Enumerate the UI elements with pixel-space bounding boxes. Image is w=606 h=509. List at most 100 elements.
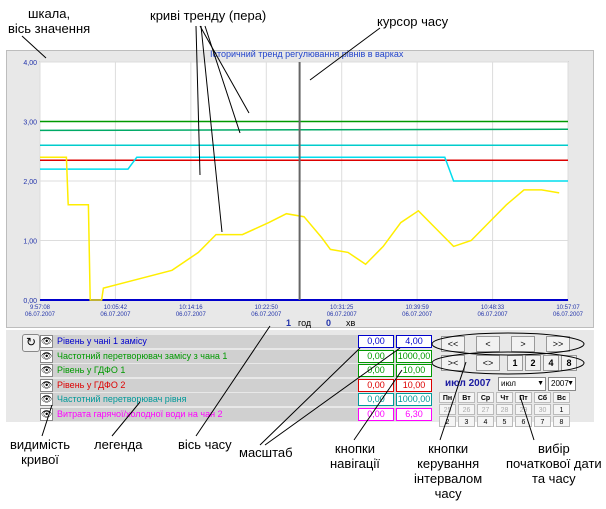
x-tick-time: 10:48:33 bbox=[481, 305, 505, 311]
y-tick-label: 3,00 bbox=[23, 120, 37, 127]
legend-label: Частотний перетворювач замісу з чана 1 bbox=[57, 350, 227, 363]
eye-icon[interactable]: 👁 bbox=[40, 408, 53, 421]
scale-max-field[interactable]: 1000,00 bbox=[396, 350, 432, 363]
legend-row[interactable]: 👁 Витрата гарячої/холодної води на чан 2 0… bbox=[40, 408, 430, 421]
calendar-day-header: Чт bbox=[496, 392, 513, 403]
month-select-value: июл bbox=[499, 379, 516, 388]
calendar-day[interactable]: 27 bbox=[477, 404, 494, 415]
scale-max-field[interactable]: 4,00 bbox=[396, 335, 432, 348]
x-tick-time: 9:57:08 bbox=[30, 305, 51, 311]
scale-max-field[interactable]: 10,00 bbox=[396, 364, 432, 377]
calendar-title: июл 2007 bbox=[445, 378, 491, 389]
calendar-day[interactable]: 28 bbox=[496, 404, 513, 415]
x-tick-date: 06.07.2007 bbox=[478, 312, 509, 318]
interval-2-button[interactable]: 2 bbox=[525, 355, 541, 371]
legend-row[interactable]: 👁 Рівень у ГДФО 2 0,00 10,00 bbox=[40, 379, 430, 392]
interval-shrink-button[interactable]: >< bbox=[441, 355, 465, 371]
legend-row[interactable]: 👁 Частотний перетворювач замісу з чана 1 0… bbox=[40, 350, 430, 363]
nav-last-button[interactable]: >> bbox=[546, 336, 570, 352]
x-tick-time: 10:22:50 bbox=[255, 305, 279, 311]
month-select[interactable]: июл ▼ bbox=[498, 377, 546, 391]
legend-label: Частотний перетворювач рівня bbox=[57, 393, 186, 406]
calendar-day[interactable]: 26 bbox=[458, 404, 475, 415]
x-tick-date: 06.07.2007 bbox=[25, 312, 56, 318]
refresh-icon: ↻ bbox=[26, 335, 36, 349]
year-select-value: 2007 bbox=[549, 379, 569, 388]
scale-max-field[interactable]: 6,30 bbox=[396, 408, 432, 421]
legend-label: Рівень у ГДФО 1 bbox=[57, 364, 125, 377]
scale-min-field[interactable]: 0,00 bbox=[358, 393, 394, 406]
calendar-day[interactable]: 6 bbox=[515, 416, 532, 427]
calendar-day[interactable]: 1 bbox=[553, 404, 570, 415]
nav-next-button[interactable]: > bbox=[511, 336, 535, 352]
legend-label: Рівень у чані 1 замісу bbox=[57, 335, 147, 348]
interval-min-label: хв bbox=[346, 318, 355, 328]
legend-label: Витрата гарячої/холодної води на чан 2 bbox=[57, 408, 223, 421]
eye-icon[interactable]: 👁 bbox=[40, 393, 53, 406]
callout-scale: шкала, вісь значення bbox=[8, 6, 90, 36]
legend-row[interactable]: 👁 Рівень у чані 1 замісу 0,00 4,00 bbox=[40, 335, 430, 348]
callout-legend: легенда bbox=[94, 437, 143, 452]
calendar-day[interactable]: 2 bbox=[439, 416, 456, 427]
x-tick-date: 06.07.2007 bbox=[251, 312, 282, 318]
callout-pens: криві тренду (пера) bbox=[150, 8, 266, 23]
interval-4-button[interactable]: 4 bbox=[543, 355, 559, 371]
legend-label: Рівень у ГДФО 2 bbox=[57, 379, 125, 392]
calendar-day[interactable]: 5 bbox=[496, 416, 513, 427]
callout-visibility: видимість кривої bbox=[10, 437, 70, 467]
legend-row[interactable]: 👁 Частотний перетворювач рівня 0,00 1000,00 bbox=[40, 393, 430, 406]
scale-max-field[interactable]: 10,00 bbox=[396, 379, 432, 392]
nav-prev-button[interactable]: < bbox=[476, 336, 500, 352]
calendar-day[interactable]: 29 bbox=[515, 404, 532, 415]
x-tick-date: 06.07.2007 bbox=[402, 312, 433, 318]
eye-icon[interactable]: 👁 bbox=[40, 350, 53, 363]
calendar-day[interactable]: 3 bbox=[458, 416, 475, 427]
x-tick-time: 10:31:25 bbox=[330, 305, 354, 311]
eye-icon[interactable]: 👁 bbox=[40, 335, 53, 348]
calendar-day-header: Вт bbox=[458, 392, 475, 403]
scale-min-field[interactable]: 0,00 bbox=[358, 335, 394, 348]
chevron-down-icon: ▼ bbox=[537, 378, 544, 389]
callout-cursor: курсор часу bbox=[377, 14, 448, 29]
y-tick-label: 4,00 bbox=[23, 60, 37, 67]
y-tick-label: 0,00 bbox=[23, 298, 37, 305]
x-tick-time: 10:14:16 bbox=[179, 305, 203, 311]
scale-max-field[interactable]: 1000,00 bbox=[396, 393, 432, 406]
calendar-day-header: Пн bbox=[439, 392, 456, 403]
interval-8-button[interactable]: 8 bbox=[561, 355, 577, 371]
eye-icon[interactable]: 👁 bbox=[40, 364, 53, 377]
scale-min-field[interactable]: 0,00 bbox=[358, 364, 394, 377]
scale-min-field[interactable]: 0,00 bbox=[358, 350, 394, 363]
calendar-day[interactable]: 4 bbox=[477, 416, 494, 427]
interval-hours-label: год bbox=[298, 318, 311, 328]
calendar-day-header: Пт bbox=[515, 392, 532, 403]
nav-first-button[interactable]: << bbox=[441, 336, 465, 352]
x-tick-time: 10:39:59 bbox=[405, 305, 429, 311]
callout-time-axis: вісь часу bbox=[178, 437, 232, 452]
calendar-day[interactable]: 8 bbox=[553, 416, 570, 427]
callout-nav-buttons: кнопки навігації bbox=[330, 441, 380, 471]
interval-expand-button[interactable]: <> bbox=[476, 355, 500, 371]
eye-icon[interactable]: 👁 bbox=[40, 379, 53, 392]
interval-1-button[interactable]: 1 bbox=[507, 355, 523, 371]
y-tick-label: 1,00 bbox=[23, 239, 37, 246]
calendar-day[interactable]: 7 bbox=[534, 416, 551, 427]
y-tick-label: 2,00 bbox=[23, 179, 37, 186]
legend-row[interactable]: 👁 Рівень у ГДФО 1 0,00 10,00 bbox=[40, 364, 430, 377]
callout-date-select: вибір початкової дати та часу bbox=[506, 441, 602, 486]
x-tick-date: 06.07.2007 bbox=[100, 312, 131, 318]
interval-min[interactable]: 0 bbox=[326, 318, 331, 328]
chevron-down-icon: ▼ bbox=[567, 378, 574, 389]
x-tick-date: 06.07.2007 bbox=[176, 312, 207, 318]
calendar-day[interactable]: 25 bbox=[439, 404, 456, 415]
scale-min-field[interactable]: 0,00 bbox=[358, 408, 394, 421]
year-select[interactable]: 2007 ▼ bbox=[548, 377, 576, 391]
calendar-day-header: Сб bbox=[534, 392, 551, 403]
interval-hours[interactable]: 1 bbox=[286, 318, 291, 328]
x-tick-time: 10:57:07 bbox=[556, 305, 580, 311]
calendar-day[interactable]: 30 bbox=[534, 404, 551, 415]
callout-scale-fields: масштаб bbox=[239, 445, 293, 460]
refresh-button[interactable]: ↻ bbox=[22, 334, 40, 352]
scale-min-field[interactable]: 0,00 bbox=[358, 379, 394, 392]
